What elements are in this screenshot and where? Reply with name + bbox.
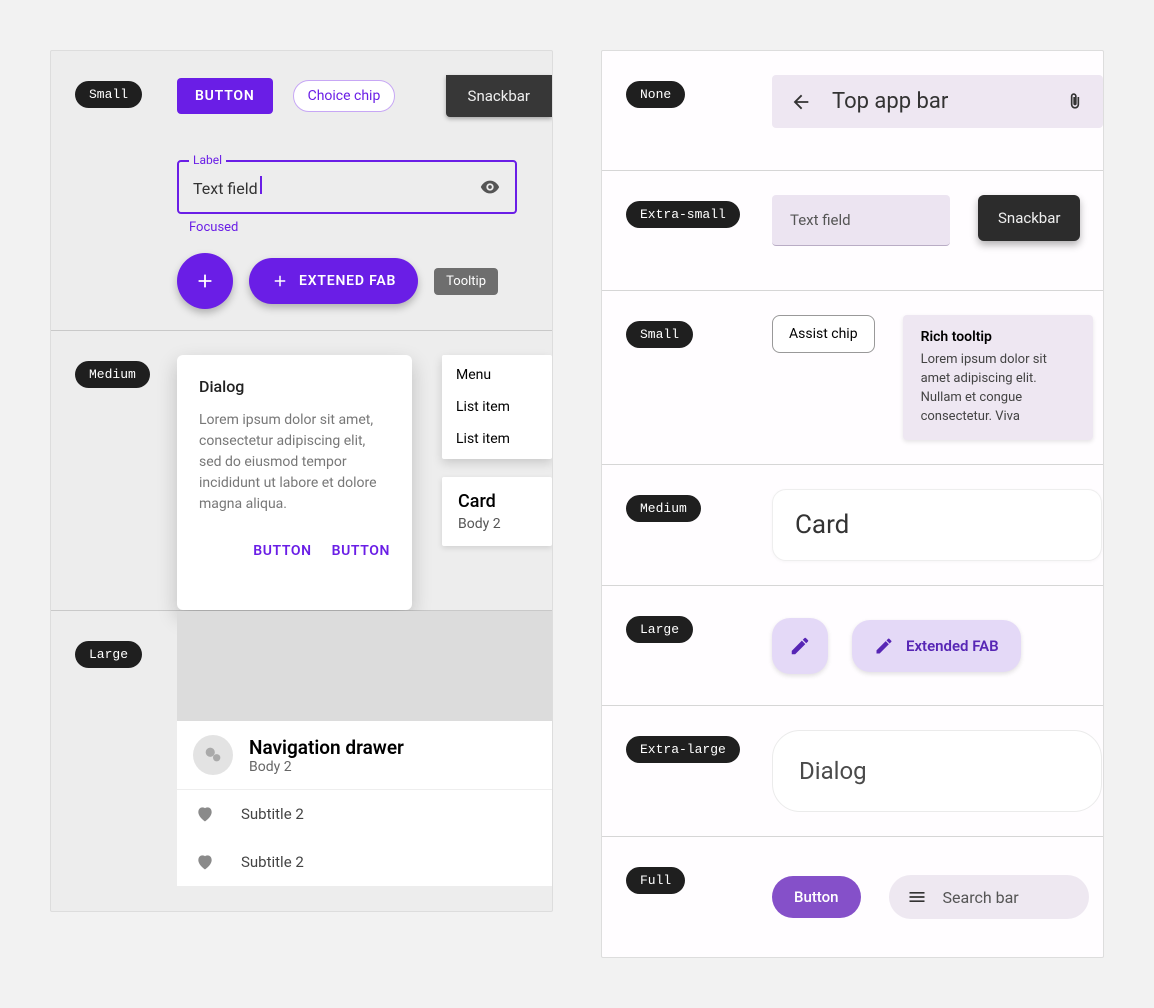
visibility-icon[interactable]	[479, 176, 501, 198]
text-caret	[260, 176, 262, 194]
heart-icon	[195, 804, 215, 824]
drawer-item-label: Subtitle 2	[241, 805, 304, 823]
edit-icon	[874, 636, 894, 656]
drawer-item-label: Subtitle 2	[241, 853, 304, 871]
textfield-helper: Focused	[189, 220, 517, 235]
textfield-value: Text field	[193, 179, 258, 198]
section-extra-large: Extra-large Dialog	[602, 706, 1103, 837]
topbar-title: Top app bar	[832, 89, 1045, 114]
card-title: Card	[795, 510, 1079, 540]
size-badge-xs: Extra-small	[626, 201, 740, 228]
dialog-action-button[interactable]: BUTTON	[332, 543, 390, 559]
section-small: Small BUTTON Choice chip Snackbar Label …	[51, 51, 552, 331]
edit-icon	[789, 635, 811, 657]
drawer-item[interactable]: Subtitle 2	[177, 790, 552, 838]
filled-button[interactable]: BUTTON	[177, 78, 273, 114]
section-none: None Top app bar	[602, 51, 1103, 171]
drawer-hero-image	[177, 611, 552, 721]
fab[interactable]	[772, 618, 828, 674]
extended-fab[interactable]: Extended FAB	[852, 620, 1021, 672]
size-badge-medium: Medium	[75, 361, 150, 388]
filled-button[interactable]: Button	[772, 876, 861, 918]
snackbar: Snackbar	[446, 75, 552, 117]
menu-item[interactable]: List item	[442, 423, 552, 455]
extended-fab[interactable]: EXTENED FAB	[249, 258, 418, 304]
snackbar: Snackbar	[978, 195, 1080, 241]
menu: Menu List item List item	[442, 355, 552, 459]
tooltip-title: Rich tooltip	[921, 329, 1075, 345]
drawer-item[interactable]: Subtitle 2	[177, 838, 552, 886]
dialog: Dialog Lorem ipsum dolor sit amet, conse…	[177, 355, 412, 610]
back-arrow-icon[interactable]	[790, 91, 812, 113]
size-badge-xl: Extra-large	[626, 736, 740, 763]
menu-icon[interactable]	[907, 887, 927, 907]
plus-icon	[271, 272, 289, 290]
left-panel: Small BUTTON Choice chip Snackbar Label …	[50, 50, 553, 912]
dialog-title: Dialog	[199, 377, 390, 396]
search-placeholder: Search bar	[943, 888, 1019, 907]
section-small-r: Small Assist chip Rich tooltip Lorem ips…	[602, 291, 1103, 465]
size-badge-medium-r: Medium	[626, 495, 701, 522]
card-body: Body 2	[458, 516, 536, 532]
drawer-title: Navigation drawer	[249, 736, 404, 759]
search-bar[interactable]: Search bar	[889, 875, 1089, 919]
dialog-title: Dialog	[799, 757, 1075, 785]
right-panel: None Top app bar Extra-small Text field …	[601, 50, 1104, 958]
section-medium-r: Medium Card	[602, 465, 1103, 586]
attachment-icon[interactable]	[1065, 92, 1085, 112]
extended-fab-label: Extended FAB	[906, 637, 999, 655]
menu-item[interactable]: List item	[442, 391, 552, 423]
size-badge-large: Large	[75, 641, 142, 668]
assist-chip[interactable]: Assist chip	[772, 315, 875, 353]
dialog-body: Lorem ipsum dolor sit amet, consectetur …	[199, 410, 390, 515]
size-badge-none: None	[626, 81, 685, 108]
choice-chip[interactable]: Choice chip	[293, 80, 396, 112]
card[interactable]: Card Body 2	[442, 477, 552, 546]
extended-fab-label: EXTENED FAB	[299, 273, 396, 289]
section-large: Large Navigation drawer Body 2 Subtitle …	[51, 611, 552, 911]
fab[interactable]	[177, 253, 233, 309]
text-field[interactable]: Text field	[772, 195, 950, 246]
menu-item[interactable]: Menu	[442, 359, 552, 391]
size-badge-full: Full	[626, 867, 685, 894]
drawer-subtitle: Body 2	[249, 759, 404, 775]
section-extra-small: Extra-small Text field Snackbar	[602, 171, 1103, 291]
section-full: Full Button Search bar	[602, 837, 1103, 957]
size-badge-small: Small	[75, 81, 142, 108]
card[interactable]: Card	[772, 489, 1102, 561]
navigation-drawer: Navigation drawer Body 2 Subtitle 2 Subt…	[177, 721, 552, 886]
dialog-action-button[interactable]: BUTTON	[253, 543, 311, 559]
section-medium: Medium Dialog Lorem ipsum dolor sit amet…	[51, 331, 552, 611]
size-badge-large-r: Large	[626, 616, 693, 643]
rich-tooltip: Rich tooltip Lorem ipsum dolor sit amet …	[903, 315, 1093, 440]
size-badge-small-r: Small	[626, 321, 693, 348]
plus-icon	[194, 270, 216, 292]
tooltip: Tooltip	[434, 268, 498, 295]
card-title: Card	[458, 491, 536, 512]
textfield-label: Label	[189, 153, 226, 167]
avatar-icon	[202, 744, 224, 766]
heart-icon	[195, 852, 215, 872]
text-field[interactable]: Label Text field Focused	[177, 141, 517, 235]
dialog: Dialog	[772, 730, 1102, 812]
top-app-bar: Top app bar	[772, 75, 1103, 128]
section-large-r: Large Extended FAB	[602, 586, 1103, 706]
tooltip-body: Lorem ipsum dolor sit amet adipiscing el…	[921, 351, 1075, 426]
avatar	[193, 735, 233, 775]
